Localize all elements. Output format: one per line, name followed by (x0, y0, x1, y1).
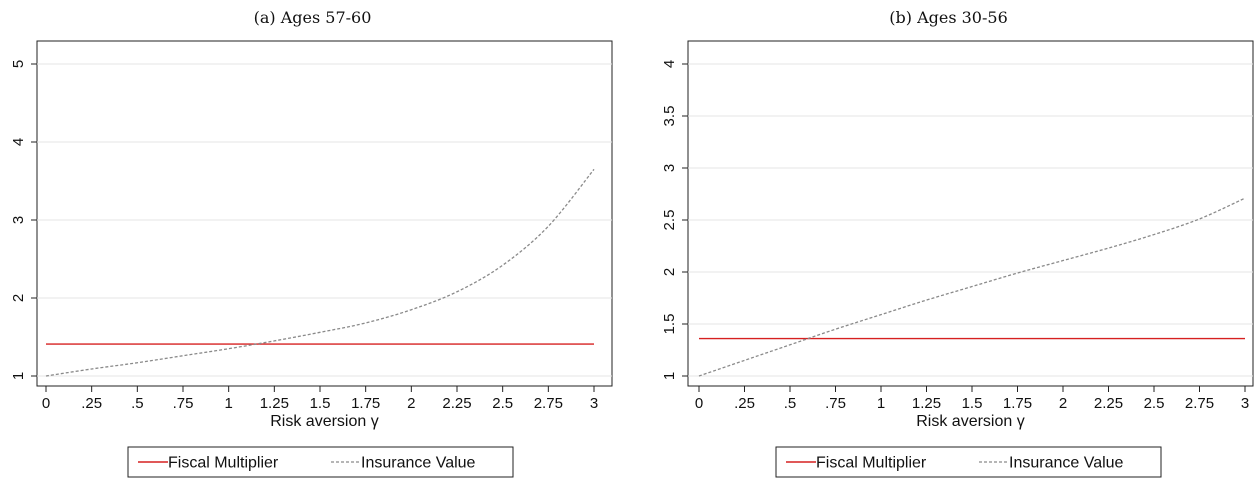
x-tick-label: 0 (42, 395, 50, 412)
x-tick-label: 1.25 (260, 395, 289, 412)
x-tick-label: 1 (877, 395, 885, 412)
legend-label-insurance-value: Insurance Value (1009, 455, 1124, 472)
legend-label-fiscal-multiplier: Fiscal Multiplier (816, 455, 927, 472)
x-tick-label: 2.25 (1094, 395, 1123, 412)
x-tick-label: .5 (131, 395, 144, 412)
x-tick-label: 1.25 (912, 395, 941, 412)
x-tick-label: .75 (825, 395, 846, 412)
x-axis-label: Risk aversion γ (270, 413, 378, 430)
x-tick-label: .25 (734, 395, 755, 412)
x-tick-label: 2.25 (442, 395, 471, 412)
x-tick-label: 2 (407, 395, 415, 412)
x-tick-label: 1.75 (1003, 395, 1032, 412)
chart-a-svg: 1 2 3 4 5 0 .25 .5 .75 1 1.25 1.5 1.75 2 2.25 2.5 2.75 3 R… (10, 40, 613, 478)
y-tick-label: 1 (661, 372, 678, 380)
x-tick-label: 2.75 (534, 395, 563, 412)
x-tick-label: 1 (224, 395, 232, 412)
legend-label-fiscal-multiplier: Fiscal Multiplier (168, 455, 279, 472)
y-tick-label: 2.5 (661, 210, 678, 231)
x-tick-label: 1.5 (962, 395, 983, 412)
legend-label-insurance-value: Insurance Value (361, 455, 476, 472)
x-tick-label: 0 (695, 395, 703, 412)
chart-panel-a: (a) Ages 57-60 1 2 3 4 5 0 .25 .5 .75 1 1.25 1.5 1.7… (0, 0, 625, 481)
y-tick-label: 1 (10, 372, 27, 380)
y-tick-label: 4 (10, 138, 27, 146)
plot-frame (687, 40, 1254, 387)
x-tick-label: 1.5 (310, 395, 331, 412)
y-tick-label: 1.5 (661, 314, 678, 335)
chart-b-svg: 1 1.5 2 2.5 3 3.5 4 0 .25 .5 .75 1 1.25 1.5 1.75 2 2.25 2… (661, 40, 1254, 478)
panel-title-a: (a) Ages 57-60 (253, 8, 372, 27)
x-tick-label: 2.5 (492, 395, 513, 412)
y-tick-label: 2 (10, 294, 27, 302)
y-tick-label: 2 (661, 268, 678, 276)
x-axis-label: Risk aversion γ (916, 413, 1024, 430)
x-tick-label: .5 (784, 395, 797, 412)
panel-title-b: (b) Ages 30-56 (889, 8, 1008, 27)
y-tick-label: 4 (661, 60, 678, 68)
series-line-insurance-value (698, 197, 1246, 377)
x-tick-label: 3 (590, 395, 598, 412)
chart-panel-b: (b) Ages 30-56 1 1.5 2 2.5 3 3.5 4 0 .25 .5 .75 1 1.… (640, 0, 1257, 481)
legend-box (775, 446, 1162, 478)
x-tick-label: 2.75 (1185, 395, 1214, 412)
legend-box (127, 446, 514, 478)
x-tick-label: .75 (173, 395, 194, 412)
x-tick-label: .25 (81, 395, 102, 412)
x-tick-label: 3 (1241, 395, 1249, 412)
plot-frame (36, 40, 613, 387)
y-tick-label: 5 (10, 60, 27, 68)
y-tick-label: 3.5 (661, 106, 678, 127)
x-tick-label: 2 (1059, 395, 1067, 412)
x-tick-label: 2.5 (1144, 395, 1165, 412)
series-line-insurance-value (45, 168, 595, 377)
x-tick-label: 1.75 (351, 395, 380, 412)
y-tick-label: 3 (10, 216, 27, 224)
y-tick-label: 3 (661, 164, 678, 172)
